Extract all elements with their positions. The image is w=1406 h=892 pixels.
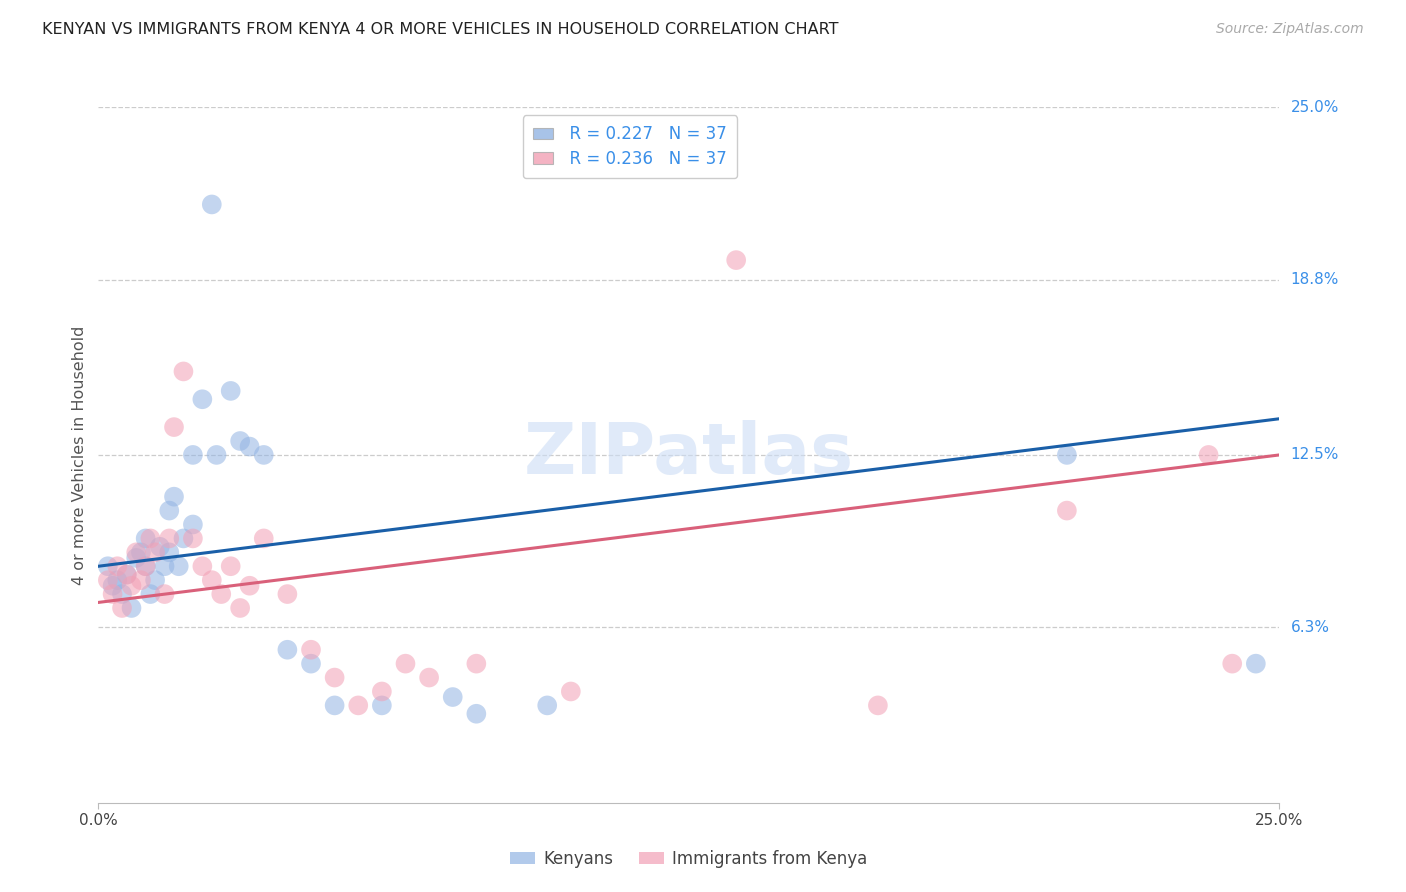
Point — [866, 698, 889, 713]
Point — [209, 587, 232, 601]
Point — [191, 392, 214, 407]
Point — [135, 559, 157, 574]
Text: KENYAN VS IMMIGRANTS FROM KENYA 4 OR MORE VEHICLES IN HOUSEHOLD CORRELATION CHAR: KENYAN VS IMMIGRANTS FROM KENYA 4 OR MOR… — [42, 22, 839, 37]
Point — [1198, 448, 1220, 462]
Point — [181, 517, 204, 532]
Point — [253, 448, 276, 462]
Point — [157, 545, 180, 559]
Point — [105, 573, 128, 587]
Point — [441, 690, 464, 704]
Point — [167, 559, 190, 574]
Point — [323, 671, 346, 685]
Point — [299, 657, 322, 671]
Point — [157, 532, 180, 546]
Point — [1220, 657, 1243, 671]
Text: 25.0%: 25.0% — [1291, 100, 1339, 114]
Point — [536, 698, 558, 713]
Point — [135, 559, 157, 574]
Point — [143, 545, 166, 559]
Point — [157, 503, 180, 517]
Point — [121, 579, 143, 593]
Point — [229, 601, 252, 615]
Point — [1056, 448, 1078, 462]
Point — [111, 587, 134, 601]
Point — [97, 559, 120, 574]
Point — [418, 671, 440, 685]
Point — [115, 567, 138, 582]
Point — [163, 420, 186, 434]
Text: 6.3%: 6.3% — [1291, 620, 1330, 635]
Point — [239, 579, 262, 593]
Text: 12.5%: 12.5% — [1291, 448, 1339, 462]
Point — [101, 579, 124, 593]
Point — [191, 559, 214, 574]
Point — [1056, 503, 1078, 517]
Point — [97, 573, 120, 587]
Point — [172, 364, 194, 378]
Point — [1244, 657, 1267, 671]
Point — [153, 559, 176, 574]
Point — [299, 642, 322, 657]
Point — [129, 573, 152, 587]
Point — [139, 587, 162, 601]
Point — [229, 434, 252, 448]
Point — [149, 540, 172, 554]
Point — [219, 384, 242, 398]
Point — [163, 490, 186, 504]
Point — [253, 532, 276, 546]
Point — [371, 698, 394, 713]
Point — [101, 587, 124, 601]
Point — [121, 601, 143, 615]
Text: 18.8%: 18.8% — [1291, 272, 1339, 287]
Point — [276, 587, 298, 601]
Point — [181, 448, 204, 462]
Point — [371, 684, 394, 698]
Point — [181, 532, 204, 546]
Y-axis label: 4 or more Vehicles in Household: 4 or more Vehicles in Household — [72, 326, 87, 584]
Point — [172, 532, 194, 546]
Point — [125, 550, 148, 565]
Point — [115, 567, 138, 582]
Text: ZIPatlas: ZIPatlas — [524, 420, 853, 490]
Point — [219, 559, 242, 574]
Point — [125, 545, 148, 559]
Point — [201, 197, 224, 211]
Point — [394, 657, 416, 671]
Point — [153, 587, 176, 601]
Point — [347, 698, 370, 713]
Point — [105, 559, 128, 574]
Point — [276, 642, 298, 657]
Point — [465, 657, 488, 671]
Text: Source: ZipAtlas.com: Source: ZipAtlas.com — [1216, 22, 1364, 37]
Point — [111, 601, 134, 615]
Point — [725, 253, 748, 268]
Point — [239, 440, 262, 454]
Point — [323, 698, 346, 713]
Point — [129, 545, 152, 559]
Point — [465, 706, 488, 721]
Point — [143, 573, 166, 587]
Point — [139, 532, 162, 546]
Point — [205, 448, 228, 462]
Point — [560, 684, 582, 698]
Point — [135, 532, 157, 546]
Legend: Kenyans, Immigrants from Kenya: Kenyans, Immigrants from Kenya — [503, 843, 875, 874]
Point — [201, 573, 224, 587]
